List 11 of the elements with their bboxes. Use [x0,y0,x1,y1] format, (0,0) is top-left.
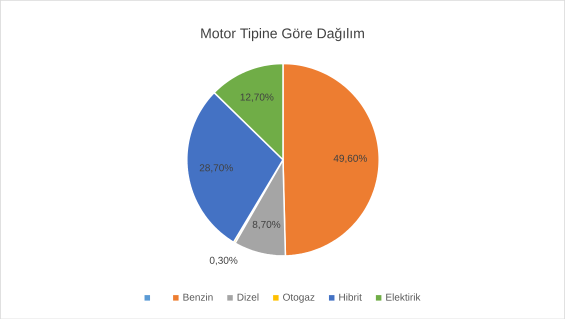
legend-label: Dizel [238,293,258,300]
data-label: 49,60% [334,154,367,163]
chart-title: Motor Tipine Göre Dağılım [201,28,364,41]
legend-label: Elektirik [386,293,420,300]
data-label: 12,70% [240,93,274,102]
legend-label: Hibrit [339,293,362,300]
legend-label: Otogaz [283,293,314,302]
data-label: 0,30% [210,256,238,265]
data-label: 8,70% [252,220,280,229]
data-label: 28,70% [200,164,233,172]
legend-label: Benzin [183,293,213,300]
